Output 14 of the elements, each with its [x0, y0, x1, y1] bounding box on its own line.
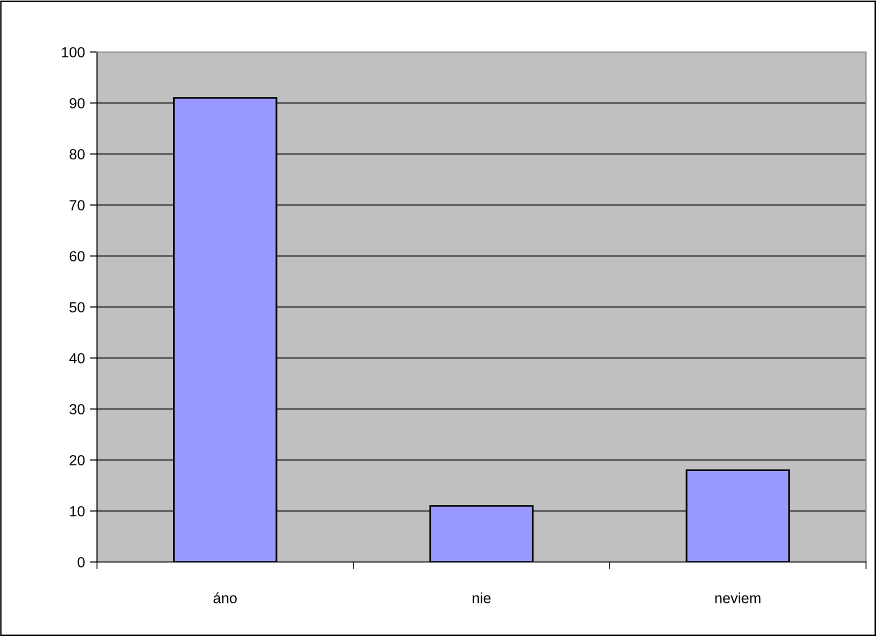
y-tick-label: 70: [70, 200, 85, 210]
y-tick-label: 50: [70, 302, 85, 312]
y-tick-label: 10: [70, 506, 85, 516]
y-tick-label: 60: [70, 251, 85, 262]
y-tick-label: 0: [78, 557, 85, 568]
x-tick-label: neviem: [715, 592, 760, 604]
y-tick-label: 20: [70, 455, 85, 466]
y-tick-label: 90: [70, 98, 85, 108]
x-tick-label: áno: [214, 592, 237, 604]
y-tick-label: 100: [62, 47, 85, 58]
y-tick-label: 40: [69, 353, 85, 364]
x-tick-label: nie: [472, 592, 491, 604]
y-tick-label: 80: [70, 149, 85, 160]
y-tick-label: 30: [70, 404, 85, 414]
